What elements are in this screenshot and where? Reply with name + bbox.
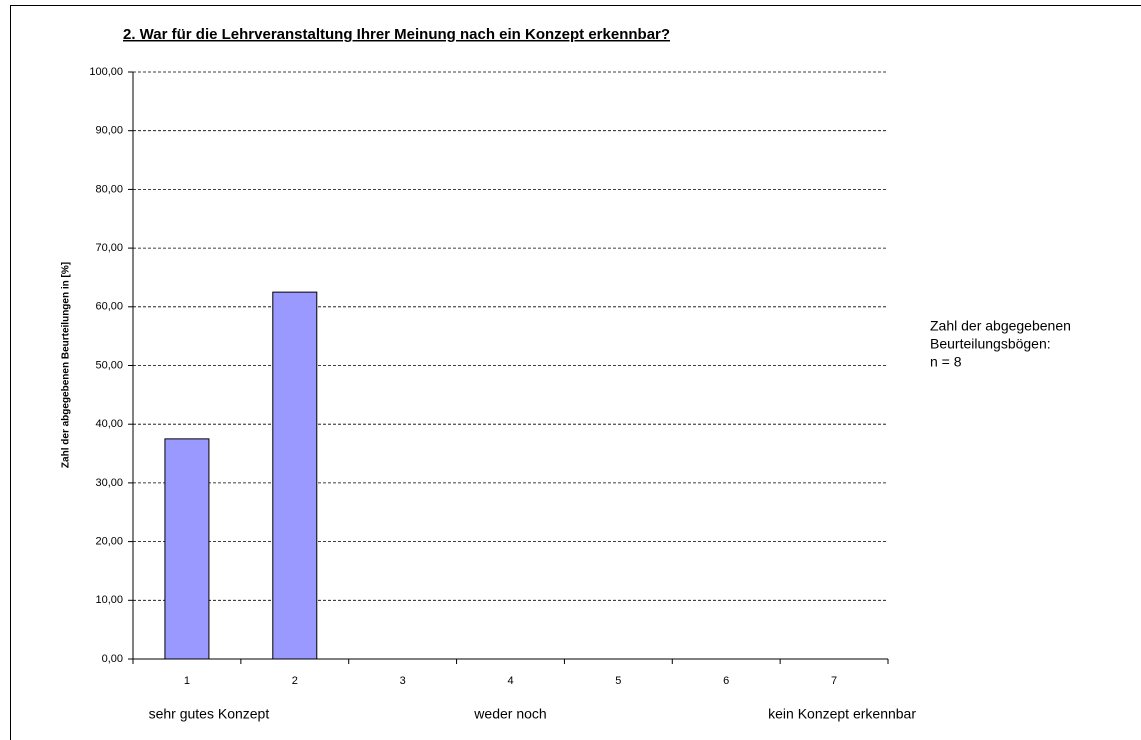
x-tick-label: 6: [723, 675, 729, 687]
y-tick-label: 100,00: [89, 66, 123, 78]
x-tick-label: 3: [400, 675, 406, 687]
y-tick-label: 70,00: [95, 242, 123, 254]
y-tick-label: 50,00: [95, 359, 123, 371]
y-tick-label: 0,00: [102, 653, 123, 665]
scale-label: weder noch: [473, 706, 546, 722]
y-tick-label: 80,00: [95, 183, 123, 195]
y-tick-label: 40,00: [95, 418, 123, 430]
scale-label: kein Konzept erkennbar: [768, 706, 916, 722]
y-tick-label: 20,00: [95, 536, 123, 548]
y-tick-label: 30,00: [95, 477, 123, 489]
y-tick-label: 10,00: [95, 594, 123, 606]
y-tick-label: 90,00: [95, 125, 123, 137]
y-tick-label: 60,00: [95, 301, 123, 313]
chart-title: 2. War für die Lehrveranstaltung Ihrer M…: [123, 26, 670, 43]
scale-label: sehr gutes Konzept: [149, 706, 270, 722]
x-tick-label: 4: [507, 675, 513, 687]
x-tick-label: 1: [184, 675, 190, 687]
bar: [164, 438, 210, 660]
note: n = 8: [930, 354, 962, 370]
note: Beurteilungsbögen:: [930, 336, 1051, 352]
note: Zahl der abgegebenen: [930, 318, 1071, 334]
x-tick-label: 2: [292, 675, 298, 687]
chart-border: [10, 5, 1141, 740]
bar: [272, 291, 318, 660]
x-tick-label: 7: [831, 675, 837, 687]
x-tick-label: 5: [615, 675, 621, 687]
y-axis-label: Zahl der abgegebenen Beurteilungen in [%…: [61, 262, 72, 468]
